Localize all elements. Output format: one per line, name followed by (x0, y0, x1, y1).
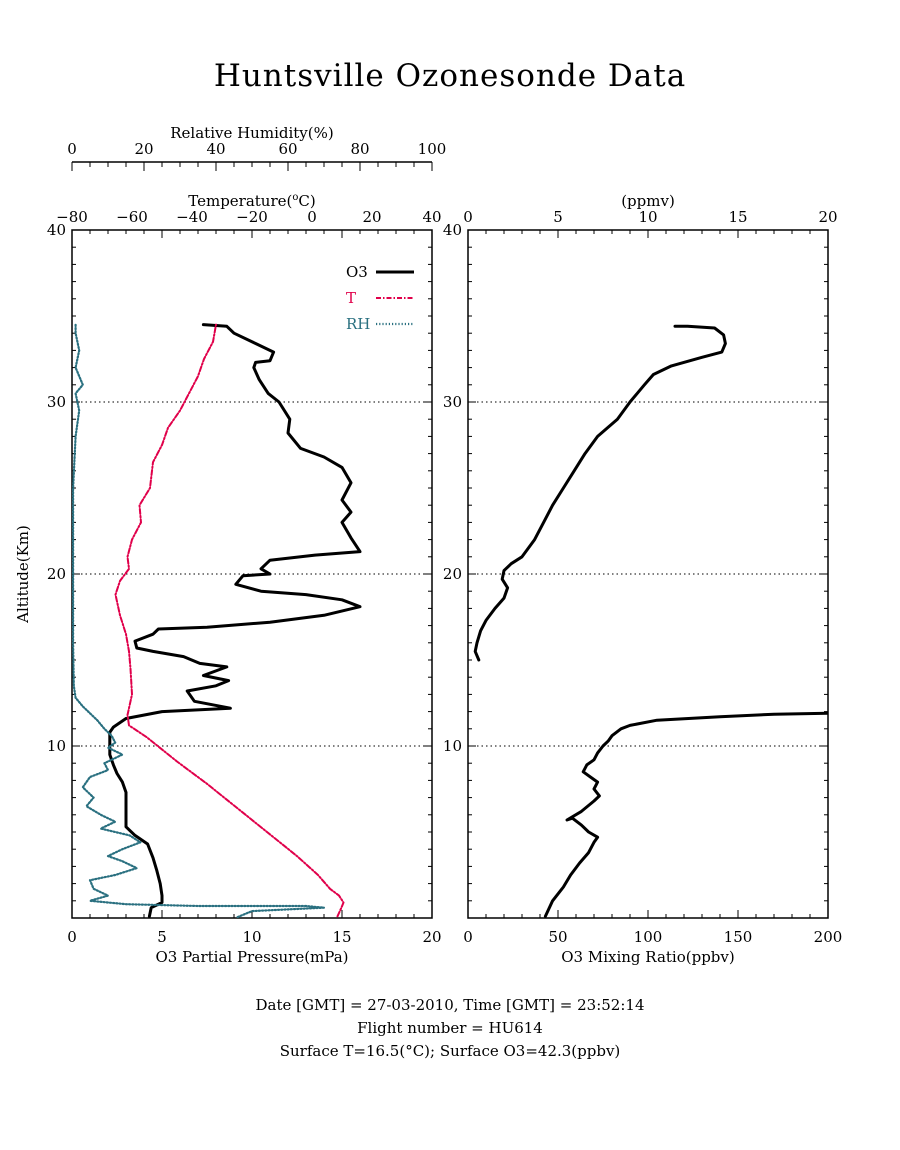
left-xtick-label-top_temperature: 0 (307, 208, 317, 226)
left-xtick-label-bottom: 5 (157, 928, 167, 946)
left-xtick-label-bottom: 20 (422, 928, 441, 946)
right-x-axis-label: O3 Mixing Ratio(ppbv) (561, 948, 734, 966)
left-xtick-label-top_temperature: −20 (236, 208, 268, 226)
right-xtick-label-bottom: 150 (724, 928, 753, 946)
right-xtick-label-top_ppmv: 0 (463, 208, 473, 226)
footer-date-time: Date [GMT] = 27-03-2010, Time [GMT] = 23… (255, 996, 645, 1014)
right-top-axis-label-top_ppmv: (ppmv) (621, 192, 675, 210)
right-ytick-label: 30 (443, 393, 462, 411)
left-xtick-label-top_temperature: 20 (362, 208, 381, 226)
right-ytick-label: 10 (443, 737, 462, 755)
right-series-o3-mixing-ratio-stratosphere-ppmv-line (473, 324, 727, 662)
left-xtick-label-top_temperature: −80 (56, 208, 88, 226)
left-ytick-label: 10 (47, 737, 66, 755)
left-series-o3-line (108, 323, 362, 918)
humidity-tick-label: 40 (206, 140, 225, 158)
right-xtick-label-bottom: 100 (634, 928, 663, 946)
right-ytick-label: 20 (443, 565, 462, 583)
right-xtick-label-bottom: 0 (463, 928, 473, 946)
left-top-axis-label-top_temperature: Temperature(oC) (188, 192, 316, 210)
right-xtick-label-top_ppmv: 10 (638, 208, 657, 226)
humidity-axis-label: Relative Humidity(%) (170, 124, 333, 142)
legend-label-rh: RH (346, 315, 370, 333)
left-xtick-label-bottom: 10 (242, 928, 261, 946)
left-xtick-label-top_temperature: −60 (116, 208, 148, 226)
humidity-tick-label: 0 (67, 140, 77, 158)
left-x-axis-label: O3 Partial Pressure(mPa) (155, 948, 348, 966)
left-ytick-label: 40 (47, 221, 66, 239)
right-xtick-label-top_ppmv: 15 (728, 208, 747, 226)
right-series-o3-mixing-ratio-troposphere-line (543, 711, 828, 918)
y-axis-label: Altitude(Km) (14, 525, 32, 624)
left-series-t-line (114, 323, 345, 918)
humidity-tick-label: 100 (418, 140, 447, 158)
humidity-tick-label: 80 (350, 140, 369, 158)
left-xtick-label-bottom: 15 (332, 928, 351, 946)
left-ytick-label: 30 (47, 393, 66, 411)
right-xtick-label-bottom: 200 (814, 928, 843, 946)
legend-label-o3: O3 (346, 263, 368, 281)
footer-surface-values: Surface T=16.5(°C); Surface O3=42.3(ppbv… (279, 1042, 621, 1060)
legend-label-t: T (346, 289, 356, 307)
right-xtick-label-top_ppmv: 5 (553, 208, 563, 226)
right-xtick-label-bottom: 50 (548, 928, 567, 946)
humidity-tick-label: 60 (278, 140, 297, 158)
left-series-rh-line (72, 323, 326, 918)
right-ytick-label: 40 (443, 221, 462, 239)
left-xtick-label-top_temperature: −40 (176, 208, 208, 226)
chart-title: Huntsville Ozonesonde Data (213, 58, 687, 94)
left-xtick-label-top_temperature: 40 (422, 208, 441, 226)
right-xtick-label-top_ppmv: 20 (818, 208, 837, 226)
left-ytick-label: 20 (47, 565, 66, 583)
humidity-tick-label: 20 (134, 140, 153, 158)
left-xtick-label-bottom: 0 (67, 928, 77, 946)
footer-flight-number: Flight number = HU614 (357, 1019, 543, 1037)
